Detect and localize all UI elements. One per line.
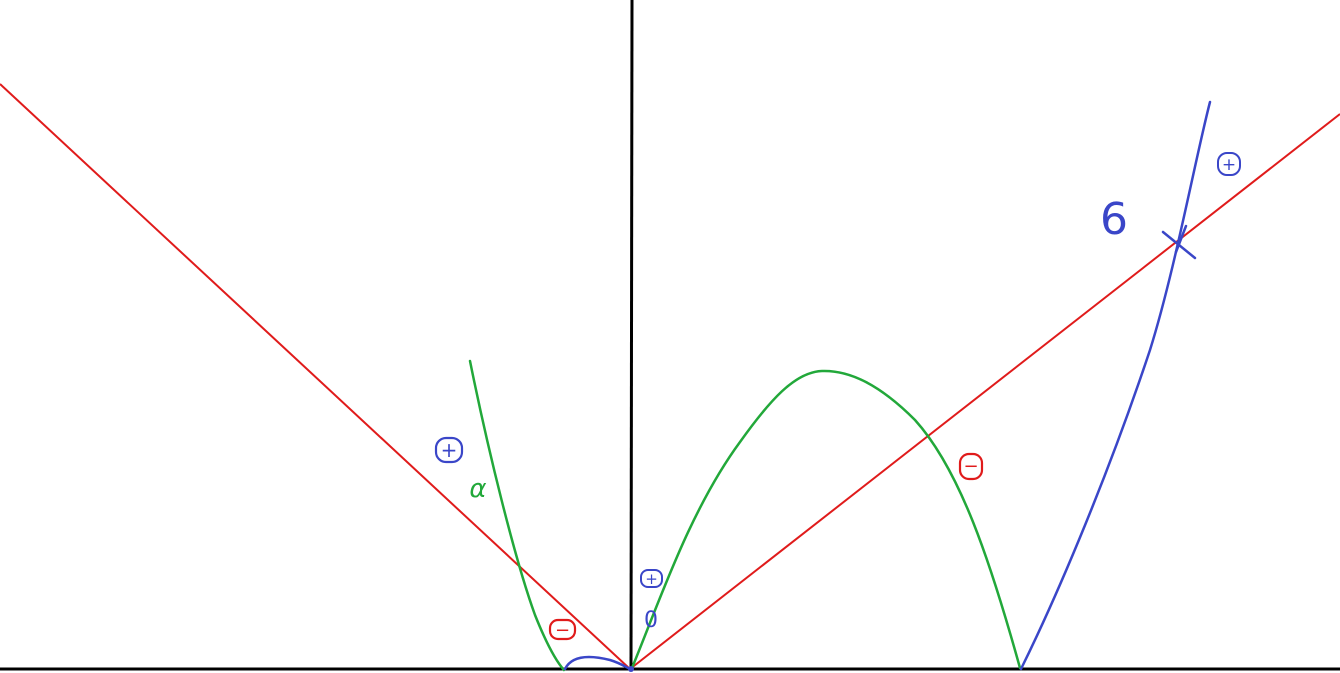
plus-sign-marker-origin: + [640,569,663,588]
green-curve-arch [630,369,1022,670]
plus-sign-marker-left: + [434,436,464,464]
blue-curve-small-arc [563,655,632,671]
minus-sign-marker-left: − [548,618,577,641]
minus-sign-text: − [963,456,978,477]
y-axis [629,0,634,670]
six-label: 6 [1100,194,1128,245]
plus-sign-marker-right: + [1217,152,1241,176]
blue-curve-right [1019,100,1212,671]
minus-sign-text: − [555,620,570,641]
red-line-right [629,113,1340,670]
green-curve-left [468,359,566,672]
plus-sign-text: + [1222,155,1236,175]
zero-label: 0 [644,608,658,633]
intersection-cross-stroke-2 [1174,224,1188,254]
alpha-label: α [469,474,486,504]
plus-sign-text: + [645,570,658,588]
red-line-left [0,83,631,670]
minus-sign-marker-right: − [958,452,984,481]
origin-point [628,666,634,672]
plus-sign-text: + [441,438,458,462]
